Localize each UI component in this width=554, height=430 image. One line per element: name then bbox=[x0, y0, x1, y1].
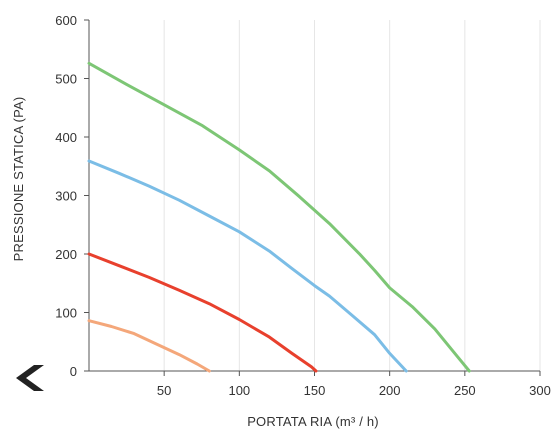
y-tick-label: 200 bbox=[55, 247, 77, 262]
x-tick-label: 50 bbox=[157, 383, 171, 398]
x-tick-label: 100 bbox=[228, 383, 250, 398]
x-tick-label: 200 bbox=[379, 383, 401, 398]
y-tick-label: 300 bbox=[55, 189, 77, 204]
series-line-1 bbox=[87, 61, 471, 373]
chevron-left-shape bbox=[16, 365, 44, 391]
y-tick-label: 100 bbox=[55, 306, 77, 321]
y-tick-label: 400 bbox=[55, 130, 77, 145]
series-lines bbox=[87, 61, 471, 373]
tick-labels: 0 100 200 300 400 500 600 50 100 150 200 250 300 bbox=[55, 13, 551, 398]
grid bbox=[163, 20, 541, 371]
y-axis-title: PRESSIONE STATICA (PA) bbox=[11, 97, 26, 262]
x-tick-label: 300 bbox=[529, 383, 551, 398]
x-axis-title: PORTATA RIA (m³ / h) bbox=[247, 414, 379, 429]
series-line-2 bbox=[87, 159, 408, 373]
y-tick-label: 600 bbox=[55, 13, 77, 28]
x-tick-label: 250 bbox=[454, 383, 476, 398]
y-tick-label: 500 bbox=[55, 72, 77, 87]
chevron-left-icon[interactable] bbox=[14, 365, 46, 391]
series-line-3 bbox=[87, 252, 318, 373]
series-line-4 bbox=[87, 319, 211, 373]
axes bbox=[84, 19, 541, 376]
x-tick-label: 150 bbox=[304, 383, 326, 398]
y-tick-label: 0 bbox=[70, 364, 77, 379]
